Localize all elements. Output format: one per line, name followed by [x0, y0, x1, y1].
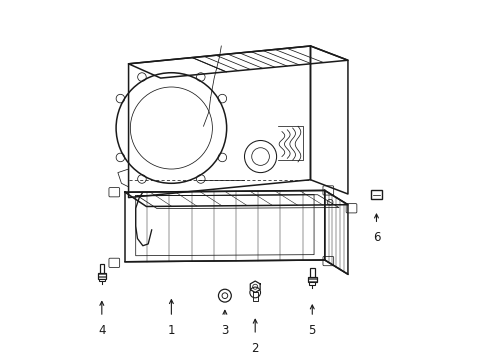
Bar	[99, 279, 105, 282]
Text: 6: 6	[372, 231, 380, 244]
Bar	[97, 273, 106, 279]
Polygon shape	[125, 190, 324, 262]
Text: 1: 1	[167, 324, 175, 337]
Bar	[308, 282, 315, 285]
Polygon shape	[250, 281, 260, 292]
Bar	[99, 264, 104, 275]
Bar	[309, 268, 314, 279]
Bar	[307, 277, 316, 282]
Polygon shape	[324, 190, 347, 274]
Bar	[370, 190, 381, 199]
Polygon shape	[125, 190, 347, 207]
Text: 4: 4	[98, 324, 105, 337]
Text: 3: 3	[221, 324, 228, 337]
Text: 5: 5	[308, 324, 315, 337]
Text: 2: 2	[251, 342, 259, 355]
Circle shape	[218, 289, 231, 302]
